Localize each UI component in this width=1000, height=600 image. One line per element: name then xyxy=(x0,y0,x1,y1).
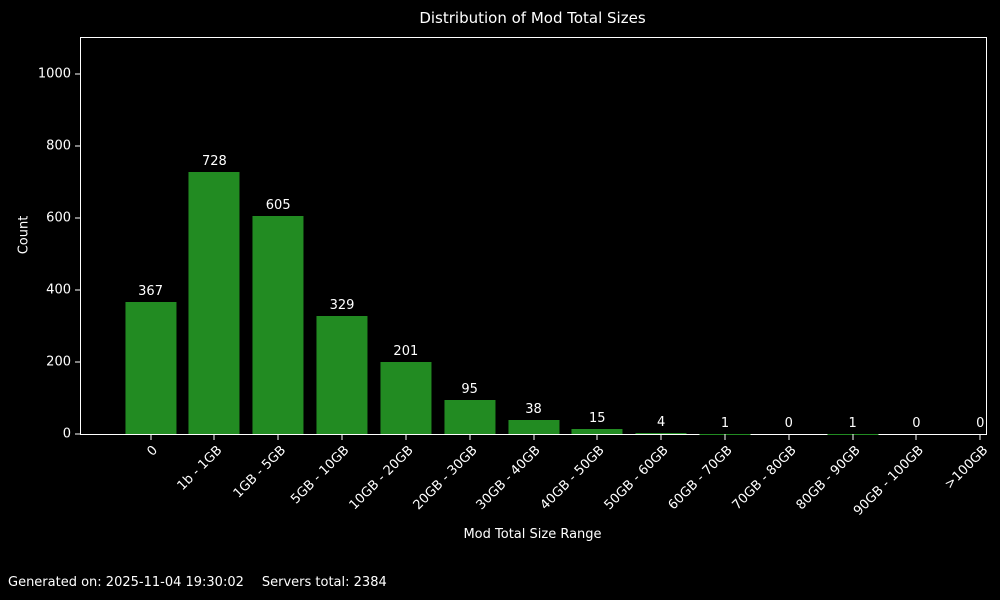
x-tick-mark xyxy=(533,434,534,440)
y-tick-mark xyxy=(75,73,81,75)
y-tick-mark xyxy=(75,361,81,363)
bar-value-label: 0 xyxy=(912,416,921,431)
x-tick-mark xyxy=(596,434,598,440)
bar-value-label: 201 xyxy=(393,343,419,359)
x-tick-mark xyxy=(405,434,407,440)
x-tick-label: >100GB xyxy=(941,443,991,493)
x-tick-mark xyxy=(788,434,790,440)
x-tick-mark xyxy=(660,434,662,440)
bar-value-label: 728 xyxy=(201,153,227,169)
bar-50GB - 60GB xyxy=(635,432,687,434)
x-axis-label: Mod Total Size Range xyxy=(463,527,602,542)
x-tick-label: 50GB - 60GB xyxy=(601,443,672,514)
bar-value-label: 95 xyxy=(461,381,478,397)
x-tick-label: 80GB - 90GB xyxy=(793,443,864,514)
bar-5GB - 10GB xyxy=(316,315,368,434)
bar-value-label: 0 xyxy=(784,416,793,431)
y-tick-mark xyxy=(75,217,81,219)
y-tick-label: 400 xyxy=(46,282,71,298)
bar-10GB - 20GB xyxy=(380,361,432,434)
y-tick-mark xyxy=(75,289,81,291)
bar-30GB - 40GB xyxy=(507,420,560,434)
generated-timestamp: Generated on: 2025-11-04 19:30:02 xyxy=(8,575,244,590)
y-tick-label: 800 xyxy=(46,138,71,154)
x-tick-mark xyxy=(915,434,917,440)
x-tick-label: 5GB - 10GB xyxy=(288,443,353,508)
y-axis-label: Count xyxy=(16,215,32,255)
x-tick-mark xyxy=(277,434,279,440)
bar-value-label: 329 xyxy=(329,297,355,313)
bar-1GB - 5GB xyxy=(252,216,304,434)
x-tick-label: 0 xyxy=(144,443,162,460)
bar-40GB - 50GB xyxy=(571,428,623,434)
servers-total: Servers total: 2384 xyxy=(261,575,387,590)
y-tick-mark xyxy=(75,433,81,435)
y-tick-label: 1000 xyxy=(37,66,71,82)
bar-0 xyxy=(125,301,177,434)
x-tick-mark xyxy=(213,434,215,440)
x-tick-mark xyxy=(979,434,981,440)
x-tick-mark xyxy=(341,434,343,440)
bar-value-label: 38 xyxy=(525,402,542,418)
x-tick-label: 40GB - 50GB xyxy=(537,443,608,514)
x-tick-label: 70GB - 80GB xyxy=(729,443,800,514)
y-tick-label: 200 xyxy=(46,354,71,370)
chart-title: Distribution of Mod Total Sizes xyxy=(419,9,646,27)
bar-value-label: 0 xyxy=(976,416,985,431)
bar-value-label: 1 xyxy=(720,415,730,431)
x-tick-mark xyxy=(852,434,854,440)
x-tick-mark xyxy=(469,434,471,440)
bar-value-label: 1 xyxy=(848,415,857,431)
x-tick-mark xyxy=(724,434,726,440)
bar-value-label: 367 xyxy=(138,283,163,299)
x-tick-label: 10GB - 20GB xyxy=(346,443,417,514)
bar-20GB - 30GB xyxy=(444,399,496,434)
x-tick-label: 60GB - 70GB xyxy=(665,443,736,514)
x-tick-label: 30GB - 40GB xyxy=(474,443,545,514)
footer-status-bar: Generated on: 2025-11-04 19:30:02 Servers… xyxy=(8,575,387,590)
bar-value-label: 15 xyxy=(589,410,606,426)
x-tick-mark xyxy=(150,434,152,440)
bar-1b - 1GB xyxy=(188,171,240,434)
x-tick-label: 1b - 1GB xyxy=(174,443,225,494)
plot-area: 367 0 728 1b - 1GB 605 1GB - 5GB 329 5GB - 10GB… xyxy=(38,37,991,519)
bar-value-label: 4 xyxy=(657,414,666,430)
y-tick-label: 0 xyxy=(62,426,71,442)
y-tick-mark xyxy=(75,145,81,147)
x-tick-label: 20GB - 30GB xyxy=(410,443,481,514)
bar-value-label: 605 xyxy=(265,198,291,214)
x-tick-label: 1GB - 5GB xyxy=(230,443,289,502)
y-tick-label: 600 xyxy=(46,210,71,226)
